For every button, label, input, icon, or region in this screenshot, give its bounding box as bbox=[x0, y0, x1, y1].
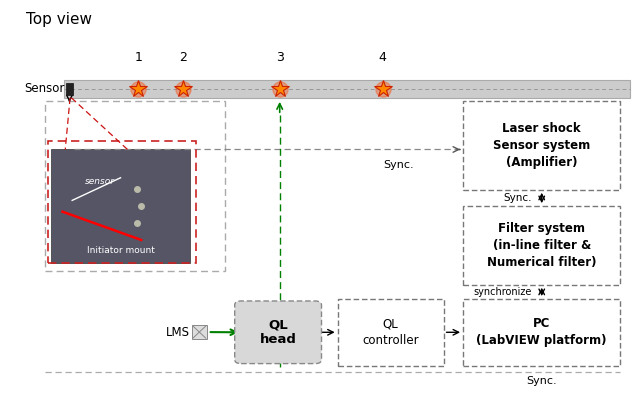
Text: sensor: sensor bbox=[85, 177, 115, 186]
Bar bbox=[64, 80, 630, 98]
Text: 4: 4 bbox=[379, 50, 386, 63]
Text: Sync.: Sync. bbox=[383, 160, 414, 170]
Bar bbox=[48, 141, 196, 263]
Text: Laser shock
Sensor system
(Amplifier): Laser shock Sensor system (Amplifier) bbox=[493, 122, 590, 169]
Text: 3: 3 bbox=[276, 50, 284, 63]
Text: Sensor: Sensor bbox=[24, 82, 64, 95]
Text: QL
head: QL head bbox=[260, 318, 296, 346]
FancyBboxPatch shape bbox=[338, 299, 444, 366]
Bar bbox=[51, 149, 190, 263]
Text: 1: 1 bbox=[134, 50, 142, 63]
Text: Initiator mount: Initiator mount bbox=[87, 246, 154, 255]
Bar bbox=[192, 325, 207, 339]
Text: Sync.: Sync. bbox=[527, 376, 557, 386]
Text: QL
controller: QL controller bbox=[362, 317, 419, 347]
FancyBboxPatch shape bbox=[463, 299, 620, 366]
Text: Filter system
(in-line filter &
Numerical filter): Filter system (in-line filter & Numerica… bbox=[487, 222, 597, 269]
Text: synchronize: synchronize bbox=[474, 287, 532, 297]
Text: Sync.: Sync. bbox=[503, 193, 532, 203]
FancyBboxPatch shape bbox=[235, 301, 322, 364]
FancyBboxPatch shape bbox=[463, 101, 620, 190]
Text: LMS: LMS bbox=[166, 326, 190, 339]
FancyBboxPatch shape bbox=[463, 206, 620, 285]
Text: 2: 2 bbox=[179, 50, 187, 63]
Bar bbox=[66, 83, 73, 95]
Bar bbox=[45, 101, 225, 271]
Text: PC
(LabVIEW platform): PC (LabVIEW platform) bbox=[476, 317, 607, 347]
Text: Top view: Top view bbox=[26, 12, 92, 27]
